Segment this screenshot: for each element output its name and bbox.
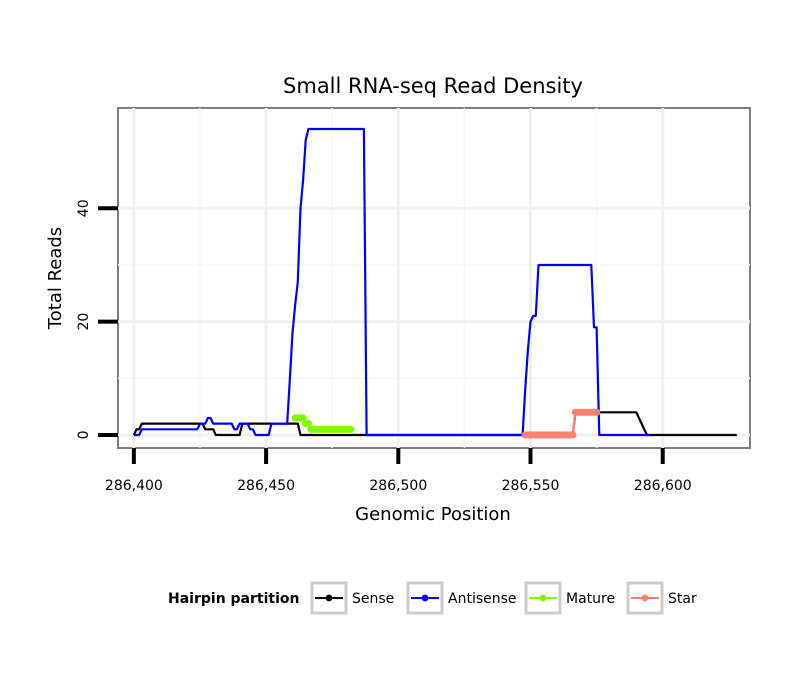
y-tick-label: 0 <box>76 431 92 440</box>
x-tick-label: 286,450 <box>237 478 295 494</box>
mature-data-point <box>347 425 355 433</box>
legend-swatch-point-antisense <box>421 594 429 602</box>
legend-swatch-point-mature <box>539 594 547 602</box>
mature-data-point <box>299 414 307 422</box>
star-data-point <box>569 431 577 439</box>
data-series <box>132 127 737 439</box>
legend-title: Hairpin partition <box>168 591 299 607</box>
mature-data-point <box>304 420 312 428</box>
legend-label-sense: Sense <box>352 591 394 607</box>
legend-swatch-point-sense <box>325 594 333 602</box>
chart-title: Small RNA-seq Read Density <box>283 74 583 98</box>
y-tick-label: 20 <box>76 313 92 331</box>
axes: 286,400 286,450 286,500 286,550 286,600 0 20 40 <box>76 199 692 494</box>
x-tick-label: 286,550 <box>502 478 560 494</box>
legend-label-mature: Mature <box>566 591 615 607</box>
antisense-series-line <box>133 127 650 437</box>
legend-label-star: Star <box>668 591 697 607</box>
x-tick-label: 286,600 <box>634 478 692 494</box>
legend-label-antisense: Antisense <box>448 591 517 607</box>
x-axis-label: Genomic Position <box>355 504 511 525</box>
star-data-point <box>593 408 601 416</box>
y-axis-label: Total Reads <box>45 227 66 330</box>
x-tick-label: 286,500 <box>369 478 427 494</box>
plot-panel <box>117 107 751 449</box>
x-tick-label: 286,400 <box>105 478 163 494</box>
y-tick-label: 40 <box>76 199 92 217</box>
legend: Hairpin partition Sense Antisense Mature St… <box>168 581 697 615</box>
legend-swatch-point-star <box>641 594 649 602</box>
